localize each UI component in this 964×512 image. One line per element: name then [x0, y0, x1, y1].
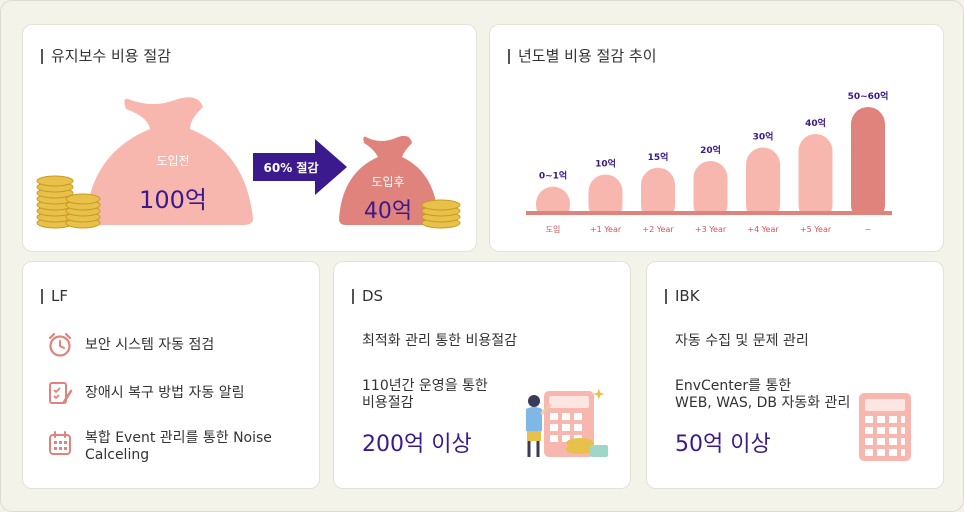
lf-card: LF 보안 시스템 자동 점검 장애시 복구 방법 자동 알림 복합 Event…: [22, 261, 320, 489]
money-bag-icon: [339, 135, 438, 225]
x-tick-label: +4 Year: [747, 225, 779, 234]
bar-data-label: 20억: [700, 144, 721, 156]
x-tick-label: +1 Year: [590, 225, 622, 234]
summary-text: 자동 수집 및 문제 관리: [675, 333, 809, 349]
chart-baseline: [526, 211, 892, 215]
x-tick-label: ~: [865, 225, 872, 234]
ibk-card: IBK 자동 수집 및 문제 관리 EnvCenter를 통한 WEB, WAS…: [646, 261, 944, 489]
coin-stack-icon: [36, 175, 101, 229]
x-tick-label: +3 Year: [695, 225, 727, 234]
card-title: IBK: [665, 289, 700, 304]
before-value: 100억: [139, 186, 207, 214]
arrow-right-icon: [253, 139, 347, 195]
before-label: 도입전: [156, 154, 190, 168]
calculator-icon: [859, 393, 911, 461]
chart-bar: [641, 167, 675, 222]
after-value: 40억: [363, 199, 413, 224]
chart-bar: [851, 107, 885, 222]
chart-bar: [588, 174, 623, 222]
chart-bar: [693, 161, 728, 222]
bar-data-label: 50~60억: [848, 90, 889, 102]
money-bag-icon: [86, 97, 253, 225]
bar-data-label: 0~1억: [539, 170, 567, 182]
list-item: 장애시 복구 방법 자동 알림: [47, 380, 244, 406]
savings-value: 200억 이상: [362, 432, 472, 457]
list-item-label: 복합 Event 관리를 통한 Noise Calceling: [85, 430, 272, 463]
card-title: DS: [352, 289, 383, 304]
reduction-label: 60% 절감: [263, 161, 319, 175]
bar-data-label: 10억: [595, 158, 616, 170]
ds-card: DS 최적화 관리 통한 비용절감 110년간 운영을 통한 비용절감 200억…: [333, 261, 631, 489]
after-label: 도입후: [371, 175, 405, 189]
bar-data-label: 30억: [753, 131, 774, 143]
list-item-label: 장애시 복구 방법 자동 알림: [85, 385, 245, 401]
bar-data-label: 15억: [648, 151, 669, 163]
detail-text: WEB, WAS, DB 자동화 관리: [675, 395, 851, 411]
checklist-pen-icon: [49, 382, 73, 404]
detail-text: 비용절감: [362, 395, 414, 411]
x-tick-label: +2 Year: [642, 225, 674, 234]
detail-text: EnvCenter를 통한: [675, 378, 792, 394]
x-tick-label: 도입: [546, 225, 561, 234]
person-calculator-icon: [526, 388, 608, 457]
savings-value: 50억 이상: [675, 432, 771, 457]
detail-text: 110년간 운영을 통한: [362, 378, 488, 394]
x-tick-label: +5 Year: [800, 225, 832, 234]
chart-bar: [798, 134, 833, 222]
coin-stack-icon: [421, 199, 461, 229]
calendar-icon: [49, 431, 71, 455]
card-title: 년도별 비용 절감 추이: [508, 49, 657, 64]
cost-reduction-card: 유지보수 비용 절감 도입전 100억 60% 절감 도입후 40억: [22, 24, 477, 252]
list-item: 복합 Event 관리를 통한 Noise Calceling: [47, 430, 272, 464]
alarm-clock-icon: [48, 332, 72, 357]
list-item: 보안 시스템 자동 점검: [47, 332, 214, 358]
chart-bar: [746, 147, 780, 222]
bar-data-label: 40억: [805, 117, 826, 129]
card-title: LF: [41, 289, 68, 304]
summary-text: 최적화 관리 통한 비용절감: [362, 333, 518, 349]
card-title: 유지보수 비용 절감: [41, 49, 171, 64]
list-item-label: 보안 시스템 자동 점검: [85, 337, 215, 353]
